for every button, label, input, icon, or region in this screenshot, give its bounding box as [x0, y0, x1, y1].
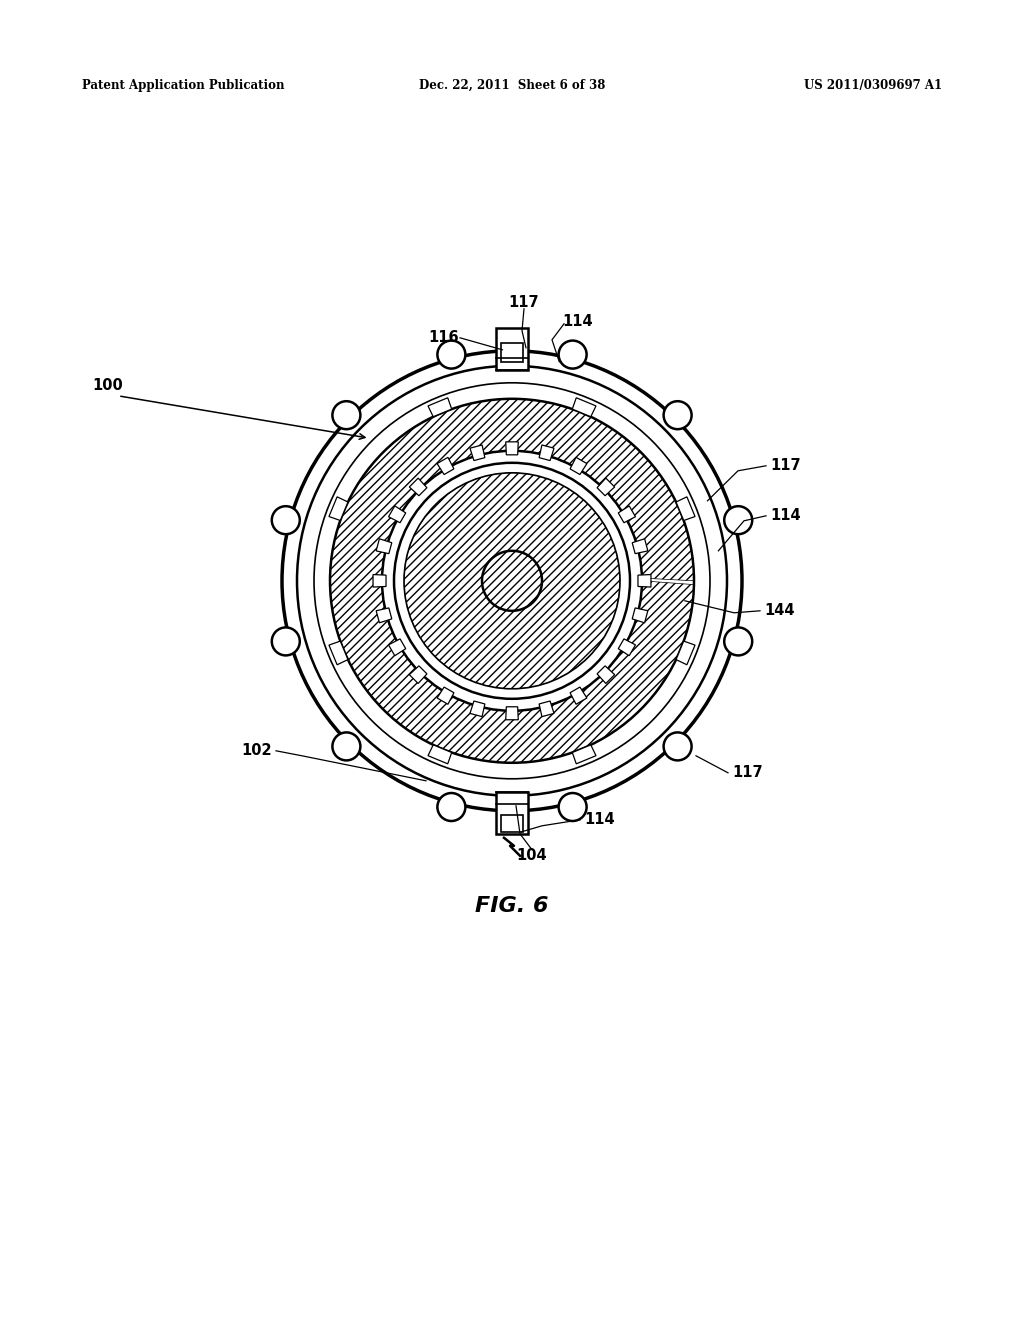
FancyBboxPatch shape	[501, 343, 523, 362]
Polygon shape	[638, 574, 651, 587]
Polygon shape	[597, 665, 614, 684]
Polygon shape	[410, 665, 427, 684]
Circle shape	[559, 793, 587, 821]
Circle shape	[437, 793, 465, 821]
Text: 117: 117	[770, 458, 801, 474]
Circle shape	[664, 401, 691, 429]
Polygon shape	[373, 574, 386, 587]
Polygon shape	[470, 445, 485, 461]
Text: 116: 116	[429, 330, 460, 346]
Polygon shape	[570, 457, 587, 475]
Circle shape	[333, 401, 360, 429]
Polygon shape	[506, 442, 518, 455]
Polygon shape	[597, 478, 614, 496]
Polygon shape	[632, 609, 648, 623]
Polygon shape	[539, 445, 554, 461]
Text: Patent Application Publication: Patent Application Publication	[82, 78, 285, 91]
Polygon shape	[330, 399, 694, 763]
Polygon shape	[388, 639, 406, 656]
Circle shape	[271, 627, 300, 656]
Polygon shape	[676, 642, 695, 665]
Polygon shape	[376, 539, 392, 553]
Circle shape	[437, 341, 465, 368]
Circle shape	[271, 506, 300, 535]
Polygon shape	[297, 366, 727, 796]
FancyBboxPatch shape	[496, 327, 528, 370]
Text: 114: 114	[770, 508, 801, 523]
Polygon shape	[482, 550, 542, 611]
Polygon shape	[618, 506, 636, 523]
Polygon shape	[282, 351, 742, 810]
Text: 144: 144	[764, 603, 795, 618]
Polygon shape	[632, 539, 648, 553]
Circle shape	[559, 341, 587, 368]
Text: FIG. 6: FIG. 6	[475, 896, 549, 916]
Text: 114: 114	[584, 812, 614, 828]
Circle shape	[724, 627, 753, 656]
Polygon shape	[506, 706, 518, 719]
Text: US 2011/0309697 A1: US 2011/0309697 A1	[804, 78, 942, 91]
Polygon shape	[394, 463, 630, 698]
Text: 117: 117	[509, 296, 540, 310]
Polygon shape	[572, 397, 596, 417]
Polygon shape	[329, 496, 348, 520]
FancyBboxPatch shape	[496, 792, 528, 834]
Polygon shape	[382, 451, 642, 710]
FancyBboxPatch shape	[501, 814, 523, 832]
Polygon shape	[676, 496, 695, 520]
Polygon shape	[410, 478, 427, 496]
Polygon shape	[437, 686, 454, 705]
Text: 117: 117	[732, 766, 763, 780]
Polygon shape	[539, 701, 554, 717]
Polygon shape	[404, 473, 620, 689]
Polygon shape	[376, 609, 392, 623]
Polygon shape	[388, 506, 406, 523]
Circle shape	[333, 733, 360, 760]
Polygon shape	[428, 744, 452, 764]
Circle shape	[664, 733, 691, 760]
Polygon shape	[314, 383, 710, 779]
Polygon shape	[428, 397, 452, 417]
Text: Dec. 22, 2011  Sheet 6 of 38: Dec. 22, 2011 Sheet 6 of 38	[419, 78, 605, 91]
Polygon shape	[470, 701, 485, 717]
Polygon shape	[329, 642, 348, 665]
Text: 100: 100	[92, 379, 123, 393]
Polygon shape	[618, 639, 636, 656]
Text: 102: 102	[242, 743, 272, 758]
Polygon shape	[570, 686, 587, 705]
Polygon shape	[482, 550, 542, 611]
Text: 114: 114	[562, 314, 593, 329]
Text: 104: 104	[517, 849, 547, 863]
Polygon shape	[572, 744, 596, 764]
Polygon shape	[437, 457, 454, 475]
Circle shape	[724, 506, 753, 535]
